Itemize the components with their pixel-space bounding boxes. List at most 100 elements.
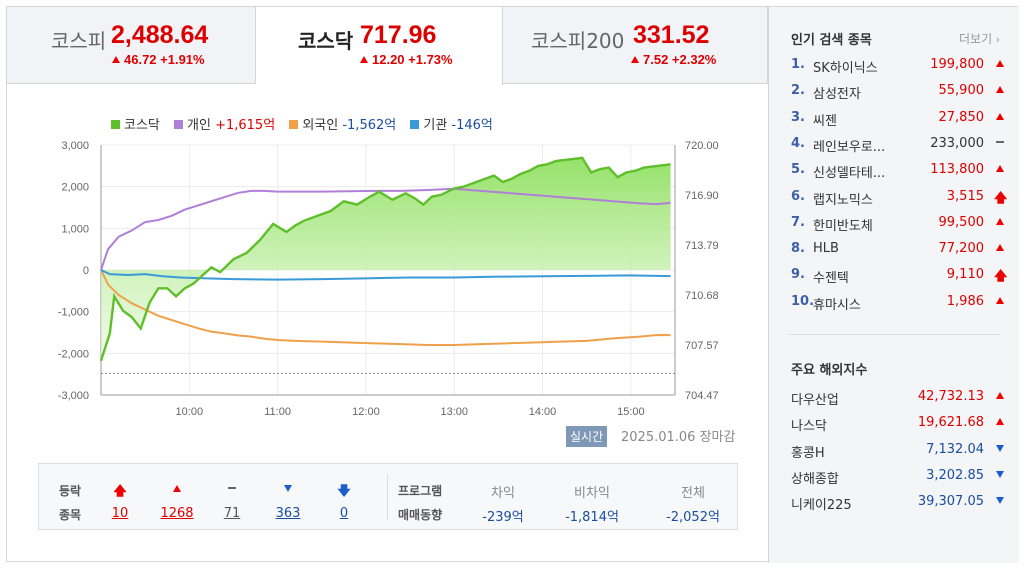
popular-price: 113,800 [930, 162, 984, 178]
program-label-2: 매매동향 [398, 508, 443, 522]
panel-divider [387, 474, 388, 520]
overseas-item[interactable]: 홍콩H 7,132.04 [791, 442, 1006, 462]
market-date: 2025.01.06 장마감 [621, 430, 736, 445]
tab-kospi200-name: 코스피200 [531, 29, 625, 53]
x-tick-label: 11:00 [264, 406, 291, 418]
total-header: 전체 [681, 486, 705, 501]
left-tick-label: -2,000 [58, 348, 89, 360]
overseas-title: 주요 해외지수 [791, 363, 868, 378]
up-triangle-icon [631, 56, 639, 63]
popular-rank: 7. [791, 214, 805, 230]
sidebar: 인기 검색 종목 더보기 › 1. SK하이닉스 199,800 2. 삼성전자 55,9… [768, 7, 1019, 563]
arbitrage-header: 차익 [491, 486, 515, 501]
up-triangle-icon [996, 418, 1004, 426]
legend-individual-label: 개인 [187, 118, 211, 133]
x-tick-label: 10:00 [176, 406, 204, 418]
up-triangle-icon [996, 244, 1004, 252]
up-count[interactable]: 1268 [160, 506, 194, 521]
tab-kospi-name: 코스피 [51, 29, 107, 53]
left-tick-label: -1,000 [58, 307, 89, 319]
popular-name: HLB [813, 241, 839, 257]
total-value: -2,052억 [666, 510, 720, 525]
legend-foreign-swatch [289, 120, 299, 129]
flat-count[interactable]: 71 [223, 506, 241, 521]
popular-name: 수젠텍 [813, 271, 849, 287]
overseas-change-mark [994, 442, 1006, 457]
tab-kosdaq-change: 12.20 +1.73% [360, 52, 453, 67]
investor-chart: 3,000 2,000 1,000 0 -1,000 -2,000 -3,000 720.00… [58, 140, 719, 418]
popular-name: SK하이닉스 [813, 61, 878, 76]
popular-price: 9,110 [946, 267, 984, 283]
legend-kosdaq: 코스닥 [111, 118, 160, 133]
popular-item[interactable]: 2. 삼성전자 55,900 [791, 83, 1006, 103]
tab-kospi200-value: 331.52 [633, 21, 710, 49]
overseas-item[interactable]: 나스닥 19,621.68 [791, 415, 1006, 435]
left-tick-label: 1,000 [61, 223, 89, 235]
overseas-price: 3,202.85 [926, 467, 984, 483]
popular-item[interactable]: 6. 랩지노믹스 3,515 🡅 [791, 188, 1008, 209]
down-count[interactable]: 363 [275, 506, 301, 521]
popular-name: 레인보우로... [813, 139, 886, 155]
popular-name: 한미반도체 [813, 218, 873, 234]
breadth-label-2: 종목 [59, 508, 82, 522]
tab-kospi[interactable]: 코스피 2,488.64 46.72 +1.91% [7, 7, 256, 84]
overseas-price: 42,732.13 [917, 389, 984, 404]
right-tick-label: 716.90 [685, 190, 719, 202]
tab-kosdaq-value: 717.96 [360, 21, 437, 49]
legend-kosdaq-swatch [111, 120, 120, 129]
popular-item[interactable]: 1. SK하이닉스 199,800 [791, 57, 1006, 77]
popular-price: 27,850 [938, 109, 985, 125]
upper-limit-icon: 🡅 [113, 484, 127, 499]
popular-rank: 8. [791, 241, 805, 257]
dash-icon [228, 487, 236, 489]
popular-change-mark [994, 215, 1006, 230]
overseas-item[interactable]: 다우산업 42,732.13 [791, 389, 1006, 409]
arbitrage-value: -239억 [482, 510, 524, 525]
down-triangle-icon [284, 485, 292, 492]
individual-series-line [100, 187, 671, 271]
upper-limit-icon: 🡅 [994, 190, 1008, 206]
overseas-item[interactable]: 니케이225 39,307.05 [791, 494, 1006, 514]
popular-item[interactable]: 7. 한미반도체 99,500 [791, 215, 1006, 235]
overseas-item[interactable]: 상해종합 3,202.85 [791, 468, 1006, 488]
program-label-1: 프로그램 [398, 484, 443, 498]
right-tick-label: 710.68 [685, 290, 719, 302]
up-icon [157, 482, 197, 497]
popular-item[interactable]: 10. 휴마시스 1,986 [791, 294, 1006, 314]
popular-item[interactable]: 4. 레인보우로... 233,000 [791, 136, 1006, 156]
overseas-change-mark [994, 494, 1006, 509]
left-tick-label: -3,000 [58, 390, 89, 402]
popular-rank: 5. [791, 162, 805, 178]
up-triangle-icon [996, 392, 1004, 399]
popular-change-mark: 🡅 [994, 267, 1007, 289]
right-tick-label: 707.57 [685, 340, 719, 352]
overseas-name: 나스닥 [791, 419, 827, 435]
popular-name: 신성델타테... [813, 166, 886, 182]
tab-kosdaq[interactable]: 코스닥 717.96 12.20 +1.73% [256, 7, 503, 85]
popular-item[interactable]: 5. 신성델타테... 113,800 [791, 162, 1006, 182]
lower-limit-count[interactable]: 0 [339, 506, 349, 521]
overseas-price: 7,132.04 [926, 441, 984, 457]
legend-foreign-label: 외국인 [302, 118, 339, 133]
upper-limit-count[interactable]: 10 [111, 506, 129, 521]
popular-price: 199,800 [930, 57, 984, 72]
overseas-name: 니케이225 [791, 498, 852, 514]
tab-kospi200[interactable]: 코스피200 331.52 7.52 +2.32% [503, 7, 768, 84]
legend-foreign-value: -1,562억 [342, 118, 397, 133]
popular-name: 씨젠 [813, 113, 837, 129]
right-tick-label: 720.00 [685, 140, 719, 152]
popular-item[interactable]: 9. 수젠텍 9,110 🡅 [791, 267, 1007, 289]
tab-kospi-value: 2,488.64 [111, 21, 209, 49]
popular-change-mark [994, 241, 1006, 256]
down-triangle-icon [996, 470, 1004, 478]
popular-price: 77,200 [938, 241, 985, 257]
popular-rank: 6. [791, 188, 805, 204]
popular-price: 99,500 [938, 214, 985, 230]
left-tick-label: 3,000 [61, 140, 89, 152]
more-link[interactable]: 더보기 › [959, 30, 1000, 47]
up-triangle-icon [112, 56, 120, 63]
popular-item[interactable]: 8. HLB 77,200 [791, 241, 1006, 261]
up-triangle-icon [996, 165, 1004, 173]
popular-item[interactable]: 3. 씨젠 27,850 [791, 110, 1006, 130]
down-icon [268, 482, 308, 497]
